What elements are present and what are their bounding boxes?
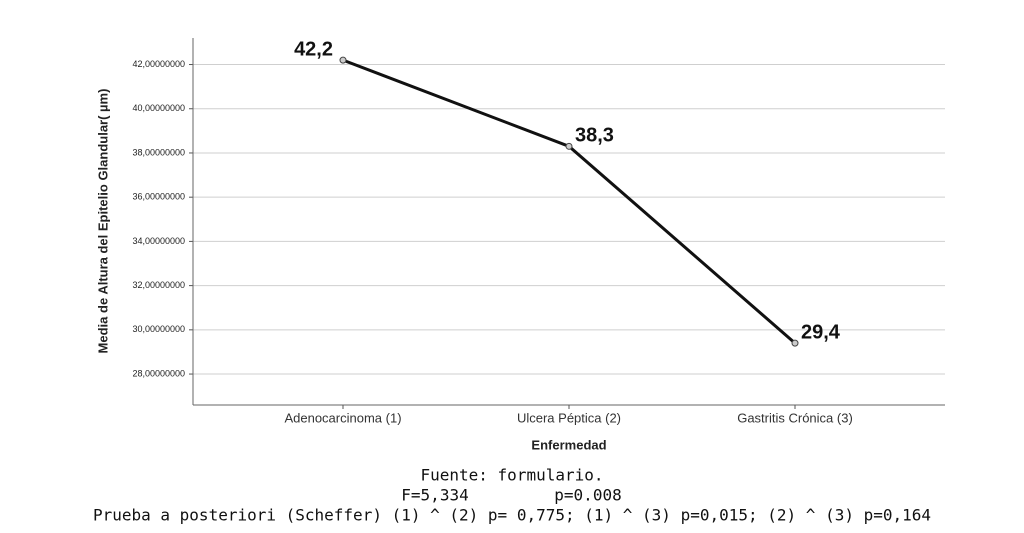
- x-tick-label: Ulcera Péptica (2): [517, 410, 621, 425]
- y-tick-label: 42,00000000: [132, 59, 185, 69]
- value-label: 42,2: [294, 38, 333, 60]
- data-point: [791, 339, 799, 347]
- y-tick-label: 36,00000000: [132, 192, 185, 202]
- f-statistic: F=5,334: [401, 486, 468, 505]
- value-label: 29,4: [801, 321, 841, 343]
- y-tick-label: 30,00000000: [132, 324, 185, 334]
- posthoc-note: Prueba a posteriori (Scheffer) (1) ^ (2)…: [93, 506, 931, 525]
- data-point: [339, 56, 347, 64]
- value-label: 38,3: [575, 125, 614, 147]
- y-tick-label: 38,00000000: [132, 147, 185, 157]
- x-tick-label: Adenocarcinoma (1): [284, 410, 401, 425]
- data-point: [565, 142, 573, 150]
- source-note: Fuente: formulario.: [420, 466, 603, 485]
- y-tick-label: 34,00000000: [132, 236, 185, 246]
- x-axis-label: Enfermedad: [531, 437, 606, 452]
- y-tick-label: 32,00000000: [132, 280, 185, 290]
- y-axis-label: Media de Altura del Epitelio Glandular( …: [95, 89, 110, 354]
- y-tick-label: 28,00000000: [132, 368, 185, 378]
- p-value: p=0.008: [554, 486, 621, 505]
- y-tick-label: 40,00000000: [132, 103, 185, 113]
- data-line: [342, 58, 796, 345]
- x-tick-label: Gastritis Crónica (3): [737, 410, 853, 425]
